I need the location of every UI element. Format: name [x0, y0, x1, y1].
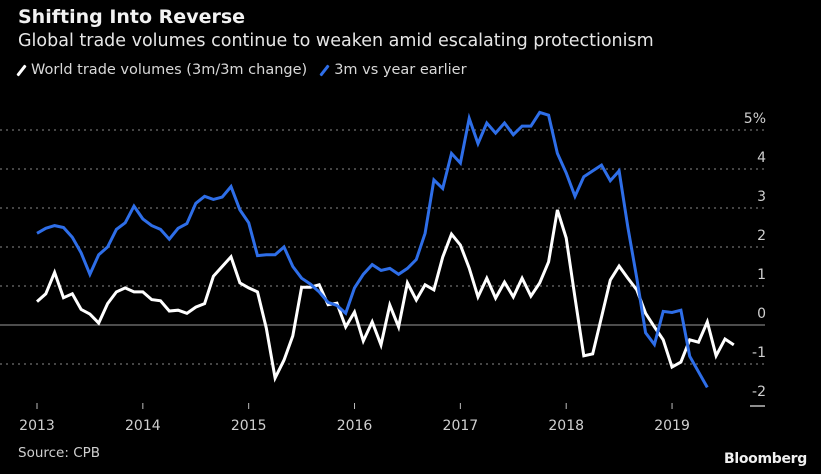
series-line-3m-vs-year-earlier	[36, 110, 709, 389]
y-tick-label: 3	[757, 189, 766, 205]
y-tick-label: 0	[757, 306, 766, 322]
legend: World trade volumes (3m/3m change) 3m vs…	[16, 62, 481, 78]
y-axis-ticks: 5% 4 3 2 1 0 -1 -2	[744, 111, 766, 400]
legend-label: 3m vs year earlier	[334, 62, 467, 78]
y-tick-label: 4	[757, 150, 766, 166]
y-tick-label: 2	[757, 228, 766, 244]
y-tick-label: -1	[752, 345, 766, 361]
legend-item-world-trade: World trade volumes (3m/3m change)	[16, 62, 308, 78]
x-tick-label: 2017	[443, 418, 479, 434]
chart-subtitle: Global trade volumes continue to weaken …	[18, 31, 654, 51]
chart-title: Shifting Into Reverse	[18, 6, 246, 28]
bloomberg-logo: Bloomberg	[723, 451, 807, 467]
x-tick-label: 2018	[548, 418, 584, 434]
x-tick-label: 2015	[231, 418, 267, 434]
series-lines	[36, 110, 735, 389]
y-tick-label: 5%	[744, 111, 766, 127]
y-tick-label: -2	[752, 384, 766, 400]
x-tick-label: 2013	[19, 418, 55, 434]
source-note: Source: CPB	[18, 445, 101, 461]
legend-label: World trade volumes (3m/3m change)	[31, 62, 308, 78]
y-tick-label: 1	[757, 267, 766, 283]
x-axis-ticks: 2013 2014 2015 2016 2017 2018 2019	[19, 403, 690, 434]
x-tick-label: 2014	[125, 418, 161, 434]
x-tick-label: 2016	[337, 418, 373, 434]
x-tick-label: 2019	[654, 418, 690, 434]
legend-item-3m-vs-year: 3m vs year earlier	[319, 62, 467, 78]
series-line-world-trade-volumes	[36, 209, 735, 383]
grid-lines	[0, 129, 765, 407]
